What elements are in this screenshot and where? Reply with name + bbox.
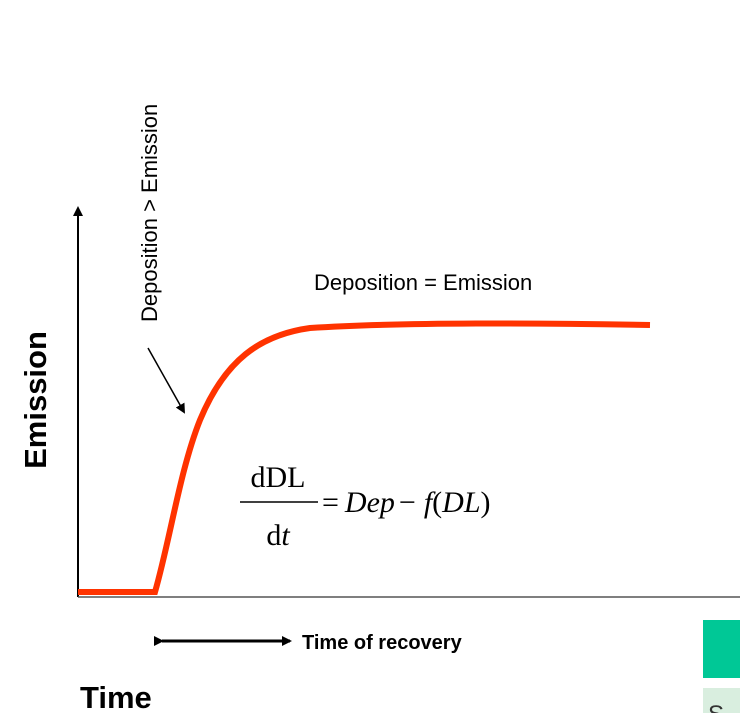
eq-part: − [399,486,416,519]
emission-curve [78,320,651,595]
rising-label: Deposition > Emission [137,104,162,322]
side-panel-body [703,688,740,713]
eq-part: DL [441,486,480,519]
eq-numerator: dDL [251,461,306,494]
plateau-label: Deposition = Emission [314,270,532,295]
eq-rhs: = Dep − f(DL) [322,486,491,519]
side-panel-header [703,620,740,678]
eq-part: ( [432,486,442,519]
y-axis-label: Emission [18,331,53,469]
eq-d: d [266,519,281,552]
pointer-arrow [147,347,185,414]
x-axis-label: Time [80,680,152,713]
eq-t: t [281,519,290,552]
eq-denominator: dt [266,519,290,552]
side-panel-text: S [708,701,724,713]
recovery-label: Time of recovery [302,632,463,654]
eq-part: ) [481,486,491,519]
eq-part: = [322,486,339,519]
eq-part: Dep [344,486,395,519]
